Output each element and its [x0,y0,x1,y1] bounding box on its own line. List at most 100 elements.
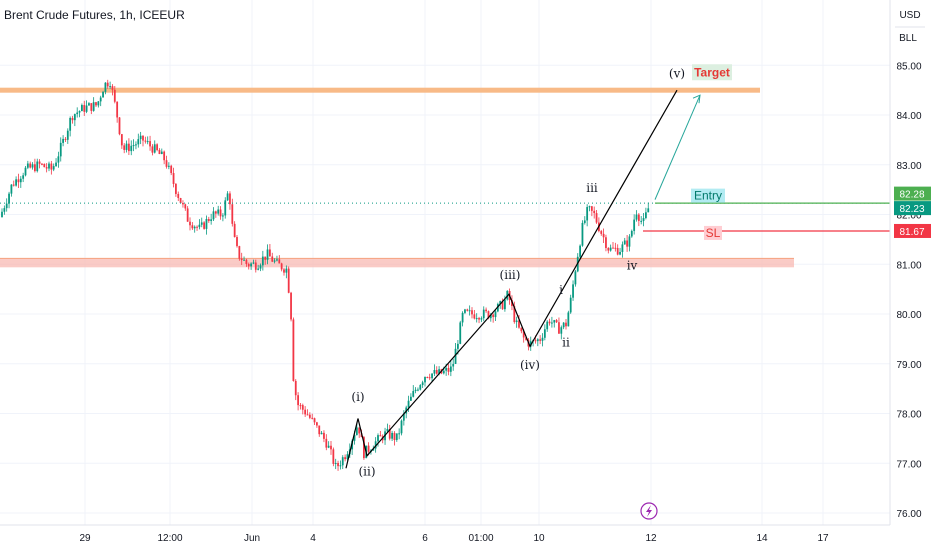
y-tick-label: 85.00 [896,61,921,72]
candle-body [102,91,104,98]
candle-body [200,222,203,225]
candle-body [3,208,6,212]
candle-body [172,173,175,184]
candle-body [640,220,643,222]
candle-body [445,368,448,371]
candle-body [377,435,379,442]
candle-body [78,111,81,113]
sl-label-bg [704,225,722,240]
candle-body [475,318,478,320]
candle-body [553,320,556,323]
candle-body [99,97,102,102]
candle-body [167,165,170,167]
candle-body [55,162,57,167]
y-tick-label: 78.00 [896,410,921,421]
candle-body [160,151,163,155]
wave-label: (iv) [520,358,540,372]
candle-body [254,262,257,270]
candle-body [233,223,236,238]
candle-body [198,224,201,228]
candle-body [346,454,349,460]
candle-body [353,435,356,441]
elliott-wave-line [345,89,678,469]
candle-body [59,142,62,157]
candle-body [264,256,267,260]
candle-body [52,166,55,170]
candle-body [41,163,43,165]
candle-body [280,263,283,270]
candle-body [297,395,299,406]
candle-body [619,251,621,255]
candle-body [207,218,210,221]
candle-body [431,373,433,379]
candle-body [323,432,325,439]
candle-body [308,414,311,418]
candle-body [222,215,224,217]
candle-body [583,220,586,223]
candle-body [558,322,560,334]
target-label-bg [692,64,732,81]
candle-body [92,102,95,111]
candle-body [81,105,83,112]
candle-body [214,211,217,214]
candle-body [283,269,285,273]
candle-body [116,101,119,118]
candle-body [76,112,79,115]
candle-body [412,390,415,397]
candle-body [165,160,168,167]
y-tick-label: 76.00 [896,509,921,520]
candle-body [238,246,241,259]
x-tick-label: 6 [422,533,428,544]
candle-body [452,363,455,367]
candle-body [473,314,476,319]
candle-body [574,271,577,285]
candle-body [10,184,13,194]
candle-body [642,218,645,221]
candle-body [269,249,271,257]
y-tick-label: 84.00 [896,111,921,122]
candle-body [522,331,525,338]
candle-body [8,193,10,204]
wave-label: (v) [669,67,685,81]
candle-body [471,310,473,315]
candle-body [623,240,626,245]
candle-body [276,259,278,261]
y-tick-label: 81.00 [896,260,921,271]
zones [0,87,794,268]
candle-body [243,259,245,261]
candle-body [480,318,483,320]
candle-body [602,233,605,238]
candle-body [69,117,72,131]
candle-body [85,105,88,112]
candle-body [193,226,196,229]
candle-body [163,151,166,161]
candle-body [290,292,292,320]
candle-body [177,193,180,199]
price-badge-text: 81.67 [899,227,924,238]
candle-body [170,165,173,174]
candle-body [146,141,149,143]
x-tick-label: 29 [79,533,91,544]
candle-body [478,318,480,320]
candle-body [229,193,231,205]
candle-body [579,245,581,257]
candle-body [513,305,516,323]
candle-body [562,322,565,328]
x-tick-label: 10 [533,533,545,544]
candle-body [130,145,133,152]
candle-body [50,163,53,170]
candle-body [45,167,48,169]
candle-body [539,339,542,341]
price-badge [894,186,931,201]
candle-body [135,144,137,146]
candle-body [457,343,459,349]
candle-body [344,457,346,460]
candle-body [518,320,520,328]
candle-body [581,222,584,246]
candle-body [125,143,128,150]
candle-body [304,409,307,415]
candle-body [499,301,502,304]
projection-arrow [654,94,701,200]
